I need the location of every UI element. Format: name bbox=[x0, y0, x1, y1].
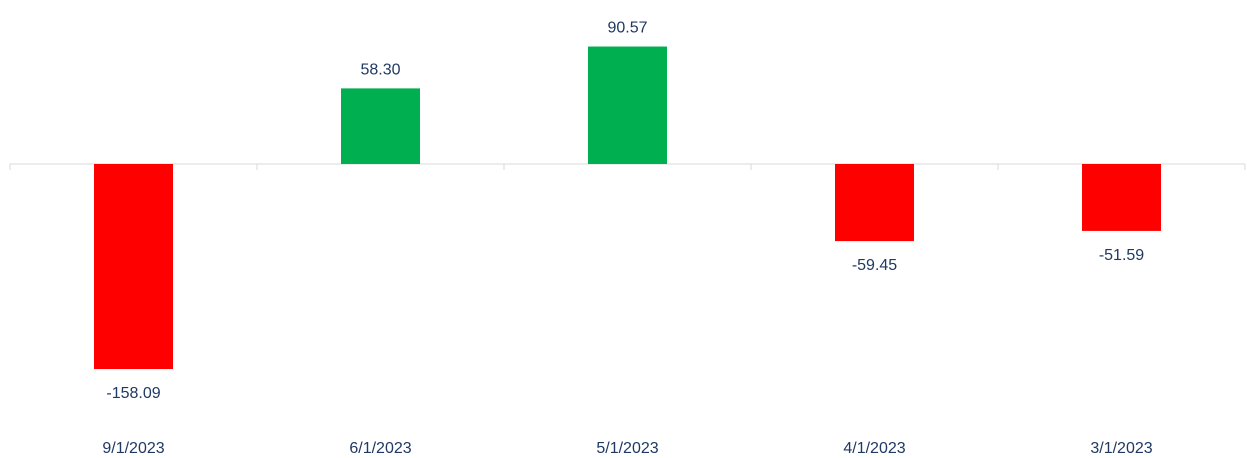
x-tick-label: 5/1/2023 bbox=[596, 440, 658, 457]
data-label: 58.30 bbox=[360, 61, 400, 78]
data-label: -158.09 bbox=[106, 385, 160, 402]
x-tick-label: 4/1/2023 bbox=[843, 440, 905, 457]
x-tick-label: 6/1/2023 bbox=[349, 440, 411, 457]
bar-3-1-2023 bbox=[1082, 164, 1161, 231]
x-tick-label: 9/1/2023 bbox=[102, 440, 164, 457]
data-label: -51.59 bbox=[1099, 247, 1144, 264]
axis-layer bbox=[9, 163, 1246, 170]
bar-5-1-2023 bbox=[588, 46, 667, 164]
bar-6-1-2023 bbox=[341, 88, 420, 164]
x-tick-label: 3/1/2023 bbox=[1090, 440, 1152, 457]
tick-label-layer: 9/1/2023 6/1/2023 5/1/2023 4/1/2023 3/1/2023 bbox=[102, 440, 1152, 457]
bar-9-1-2023 bbox=[94, 164, 173, 370]
bar-layer bbox=[94, 46, 1161, 370]
bar-4-1-2023 bbox=[835, 164, 914, 242]
data-label: -59.45 bbox=[852, 257, 897, 274]
data-label-layer: -158.09 58.30 90.57 -59.45 -51.59 bbox=[106, 20, 1144, 403]
data-label: 90.57 bbox=[607, 20, 647, 37]
